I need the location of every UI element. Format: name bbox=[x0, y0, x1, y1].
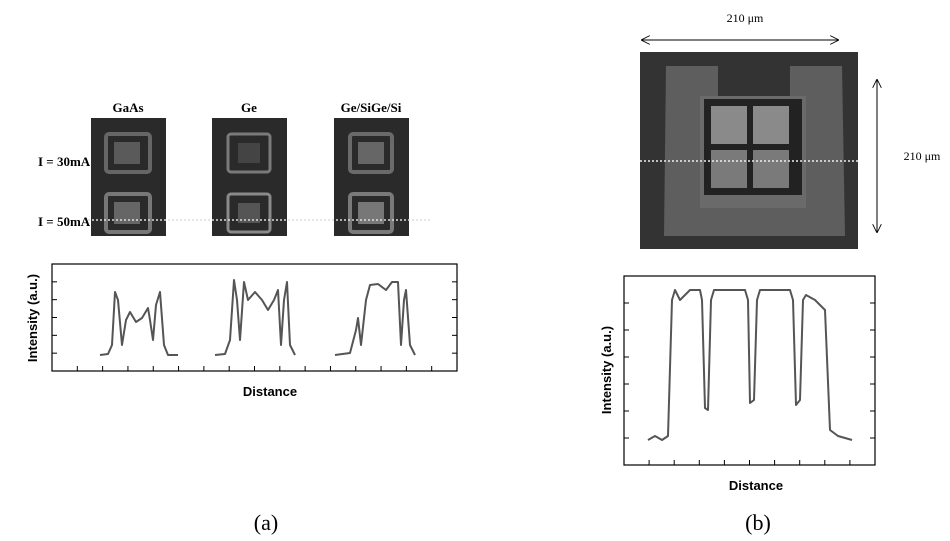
ticks bbox=[52, 281, 457, 371]
y-axis-label: Intensity (a.u.) bbox=[25, 274, 40, 362]
dimension-label: 210 μm bbox=[727, 11, 764, 25]
row-label: I = 30mA bbox=[38, 154, 91, 169]
column-label: GaAs bbox=[112, 100, 143, 115]
profile bbox=[214, 279, 296, 356]
micrograph bbox=[334, 118, 409, 236]
micrograph bbox=[212, 118, 287, 236]
profile bbox=[334, 281, 416, 356]
dimension-label: 210 μm bbox=[904, 149, 941, 163]
column-label: Ge bbox=[241, 100, 257, 115]
row-label: I = 50mA bbox=[38, 214, 91, 229]
x-axis-label: Distance bbox=[243, 384, 297, 399]
profile bbox=[647, 289, 853, 441]
x-axis-label: Distance bbox=[729, 478, 783, 493]
caption: (b) bbox=[745, 510, 771, 535]
y-axis-label: Intensity (a.u.) bbox=[599, 326, 614, 414]
caption: (a) bbox=[254, 510, 278, 535]
ticks bbox=[624, 302, 875, 465]
micrograph bbox=[91, 118, 166, 236]
profile bbox=[99, 291, 178, 356]
column-label: Ge/SiGe/Si bbox=[341, 100, 402, 115]
micrograph bbox=[640, 52, 858, 249]
